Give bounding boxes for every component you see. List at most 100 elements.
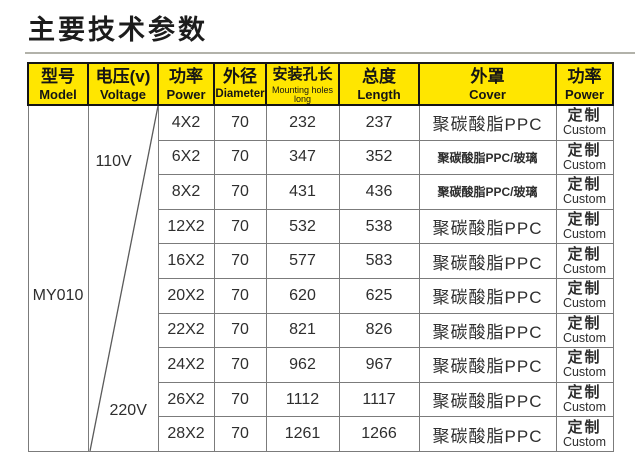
- mounting-cell: 1112: [265, 381, 340, 418]
- length-cell: 1117: [338, 381, 420, 418]
- custom-power-cell: 定制 Custom: [555, 139, 614, 176]
- power-cell: 26X2: [157, 381, 215, 418]
- custom-power-cell: 定制 Custom: [555, 243, 614, 279]
- table-row: 16X2 70 577 583 聚碳酸脂PPC 定制 Custom: [28, 243, 614, 279]
- voltage-220v-label: 220V: [109, 402, 147, 419]
- length-cell: 352: [338, 139, 420, 176]
- diameter-cell: 70: [213, 416, 267, 452]
- mounting-cell: 232: [265, 104, 340, 141]
- header-mounting-en: Mounting holes long: [271, 85, 334, 104]
- header-power2-zh: 功率: [567, 67, 602, 86]
- cover-cell: 聚碳酸脂PPC: [418, 381, 557, 418]
- cover-cell: 聚碳酸脂PPC: [418, 104, 557, 141]
- length-cell: 1266: [338, 416, 420, 452]
- mounting-cell: 620: [265, 277, 340, 314]
- mounting-cell: 577: [265, 243, 340, 279]
- diameter-cell: 70: [213, 139, 267, 176]
- length-cell: 538: [338, 208, 420, 245]
- voltage-110v-label: 110V: [95, 153, 132, 170]
- table-row: 12X2 70 532 538 聚碳酸脂PPC 定制 Custom: [28, 208, 614, 245]
- custom-label-en: Custom: [562, 123, 607, 138]
- mounting-cell: 1261: [265, 416, 340, 452]
- header-length-zh: 总度: [362, 67, 396, 86]
- mounting-cell: 347: [265, 139, 340, 176]
- power-cell: 20X2: [157, 277, 215, 314]
- model-value: MY010: [32, 287, 84, 305]
- header-model-en: Model: [39, 87, 77, 102]
- custom-power-cell: 定制 Custom: [555, 381, 614, 418]
- custom-label-en: Custom: [562, 434, 607, 449]
- custom-label-zh: 定制: [567, 141, 602, 159]
- power-cell: 28X2: [157, 416, 215, 452]
- length-cell: 436: [338, 174, 420, 210]
- power-cell: 24X2: [157, 347, 215, 383]
- header-power: 功率 Power: [157, 62, 215, 106]
- diameter-cell: 70: [213, 277, 267, 314]
- header-cover-zh: 外罩: [470, 67, 505, 86]
- custom-label-en: Custom: [562, 261, 607, 276]
- diameter-cell: 70: [213, 381, 267, 418]
- mounting-cell: 532: [265, 208, 340, 245]
- diameter-cell: 70: [213, 347, 267, 383]
- table-row: 24X2 70 962 967 聚碳酸脂PPC 定制 Custom: [28, 347, 614, 383]
- header-length-en: Length: [357, 87, 401, 102]
- title-divider: [25, 52, 635, 54]
- custom-label-zh: 定制: [567, 280, 602, 298]
- diameter-cell: 70: [213, 243, 267, 279]
- custom-label-zh: 定制: [567, 211, 602, 229]
- voltage-diagonal-line: [89, 106, 158, 451]
- cover-cell: 聚碳酸脂PPC: [418, 416, 557, 452]
- custom-label-en: Custom: [562, 227, 607, 242]
- cover-cell: 聚碳酸脂PPC: [418, 312, 557, 349]
- cover-cell: 聚碳酸脂PPC/玻璃: [418, 174, 557, 210]
- table-row: 22X2 70 821 826 聚碳酸脂PPC 定制 Custom: [28, 312, 614, 349]
- custom-label-zh: 定制: [567, 245, 602, 263]
- cover-cell: 聚碳酸脂PPC: [418, 208, 557, 245]
- voltage-cell: 110V 220V: [87, 104, 159, 452]
- spec-table: 型号 Model 电压(v) Voltage 功率 Power 外径 Diame…: [27, 62, 614, 452]
- header-diameter-en: Diameter: [215, 88, 265, 100]
- length-cell: 967: [338, 347, 420, 383]
- power-cell: 12X2: [157, 208, 215, 245]
- table-row: 28X2 70 1261 1266 聚碳酸脂PPC 定制 Custom: [28, 416, 614, 452]
- cover-cell: 聚碳酸脂PPC: [418, 277, 557, 314]
- cover-cell: 聚碳酸脂PPC: [418, 243, 557, 279]
- header-mounting-zh: 安装孔长: [272, 66, 333, 83]
- table-row: 8X2 70 431 436 聚碳酸脂PPC/玻璃 定制 Custom: [28, 174, 614, 210]
- diameter-cell: 70: [213, 104, 267, 141]
- header-diameter: 外径 Diameter: [213, 62, 267, 106]
- header-cover-en: Cover: [469, 87, 506, 102]
- custom-label-zh: 定制: [567, 176, 602, 194]
- custom-label-zh: 定制: [567, 384, 602, 402]
- custom-label-zh: 定制: [567, 349, 602, 367]
- custom-power-cell: 定制 Custom: [555, 312, 614, 349]
- header-power-custom: 功率 Power: [555, 62, 614, 106]
- custom-label-en: Custom: [562, 330, 607, 345]
- header-model-zh: 型号: [41, 67, 75, 86]
- header-model: 型号 Model: [27, 62, 89, 106]
- custom-label-zh: 定制: [567, 314, 602, 332]
- diameter-cell: 70: [213, 312, 267, 349]
- header-diameter-zh: 外径: [223, 67, 257, 86]
- length-cell: 583: [338, 243, 420, 279]
- length-cell: 826: [338, 312, 420, 349]
- custom-label-zh: 定制: [567, 418, 602, 436]
- power-cell: 4X2: [157, 104, 215, 141]
- diameter-cell: 70: [213, 174, 267, 210]
- power-cell: 22X2: [157, 312, 215, 349]
- custom-power-cell: 定制 Custom: [555, 208, 614, 245]
- custom-power-cell: 定制 Custom: [555, 174, 614, 210]
- custom-label-en: Custom: [562, 157, 607, 172]
- custom-power-cell: 定制 Custom: [555, 277, 614, 314]
- mounting-cell: 962: [265, 347, 340, 383]
- header-voltage-zh: 电压(v): [95, 67, 151, 86]
- model-cell: MY010: [27, 104, 89, 452]
- header-cover: 外罩 Cover: [418, 62, 557, 106]
- custom-power-cell: 定制 Custom: [555, 416, 614, 452]
- page-title: 主要技术参数: [28, 15, 208, 45]
- custom-label-zh: 定制: [567, 107, 602, 125]
- diameter-cell: 70: [213, 208, 267, 245]
- cover-cell: 聚碳酸脂PPC/玻璃: [418, 139, 557, 176]
- header-power-zh: 功率: [169, 67, 203, 86]
- custom-label-en: Custom: [562, 192, 607, 207]
